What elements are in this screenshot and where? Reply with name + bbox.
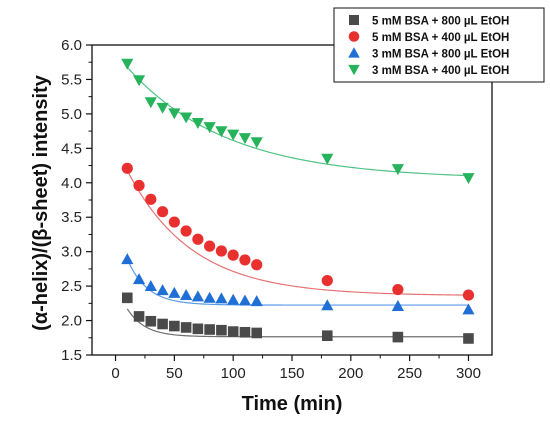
y-tick-label: 3.0 bbox=[61, 244, 82, 261]
x-tick-label: 0 bbox=[111, 365, 119, 382]
data-point bbox=[156, 102, 169, 114]
data-point bbox=[251, 327, 263, 339]
y-tick-label: 5.0 bbox=[61, 106, 82, 123]
y-tick-label: 2.5 bbox=[61, 278, 82, 295]
data-point bbox=[227, 293, 240, 305]
data-point bbox=[192, 233, 204, 245]
data-point bbox=[204, 324, 215, 335]
data-point bbox=[250, 137, 263, 149]
legend-box bbox=[333, 7, 545, 83]
data-point bbox=[238, 294, 252, 306]
legend-label: 5 mM BSA + 400 µL EtOH bbox=[372, 32, 509, 44]
x-tick-label: 100 bbox=[221, 365, 246, 382]
fit-curve-4 bbox=[126, 66, 469, 177]
data-point bbox=[168, 286, 181, 298]
data-point bbox=[144, 280, 157, 291]
data-point bbox=[157, 318, 168, 330]
data-point bbox=[215, 292, 228, 304]
data-point bbox=[180, 112, 193, 124]
x-tick-label: 200 bbox=[338, 365, 363, 382]
data-point bbox=[250, 295, 263, 307]
x-tick-label: 300 bbox=[456, 365, 481, 382]
data-point bbox=[180, 322, 192, 333]
data-point bbox=[203, 291, 216, 303]
data-point bbox=[121, 253, 134, 265]
data-point bbox=[180, 225, 192, 237]
legend-marker bbox=[348, 47, 360, 58]
y-tick-label: 3.5 bbox=[61, 209, 82, 226]
data-point bbox=[121, 292, 133, 304]
data-point bbox=[462, 289, 475, 301]
legend-marker bbox=[348, 31, 360, 42]
x-axis-title: Time (min) bbox=[242, 393, 343, 415]
data-point bbox=[391, 164, 404, 176]
data-point bbox=[145, 193, 157, 205]
data-point bbox=[216, 324, 227, 336]
data-point bbox=[251, 259, 263, 271]
legend: 5 mM BSA + 800 µL EtOH 5 mM BSA + 400 µL … bbox=[333, 7, 545, 83]
data-point bbox=[215, 126, 228, 138]
data-point bbox=[321, 275, 333, 287]
data-point bbox=[463, 333, 474, 344]
data-point bbox=[133, 179, 145, 192]
x-tick-label: 50 bbox=[166, 365, 183, 382]
data-point bbox=[168, 108, 181, 120]
data-point bbox=[392, 283, 404, 296]
data-point bbox=[169, 320, 180, 332]
data-point bbox=[204, 240, 216, 252]
data-point bbox=[145, 315, 157, 327]
fit-curve-3 bbox=[126, 258, 469, 306]
axes: 0 50 100 150 200 250 300 1.5 2.0 2.5 3.0 3.5 4.0 4.5 5… bbox=[61, 37, 493, 382]
data-point bbox=[392, 331, 404, 343]
data-point bbox=[227, 326, 239, 337]
x-tick-label: 150 bbox=[279, 365, 304, 382]
y-tick-label: 5.5 bbox=[61, 71, 82, 88]
legend-label: 5 mM BSA + 800 µL EtOH bbox=[372, 16, 509, 28]
data-point bbox=[156, 284, 169, 296]
data-point bbox=[132, 75, 146, 87]
y-tick-label: 4.0 bbox=[61, 175, 82, 192]
data-point bbox=[391, 299, 404, 311]
data-point bbox=[168, 216, 180, 228]
fit-curve-2 bbox=[126, 170, 469, 296]
data-point bbox=[191, 117, 204, 129]
legend-label: 3 mM BSA + 400 µL EtOH bbox=[372, 65, 509, 77]
data-point bbox=[215, 245, 228, 257]
data-point bbox=[239, 326, 251, 338]
legend-label: 3 mM BSA + 800 µL EtOH bbox=[372, 49, 509, 61]
data-point bbox=[321, 330, 333, 342]
y-tick-label: 4.5 bbox=[61, 140, 82, 157]
y-tick-label: 1.5 bbox=[61, 347, 82, 364]
data-point bbox=[121, 162, 133, 174]
data-point bbox=[191, 290, 204, 302]
data-point bbox=[203, 122, 216, 134]
data-point bbox=[144, 97, 157, 109]
data-point bbox=[227, 129, 240, 141]
data-point bbox=[227, 249, 239, 261]
data-point bbox=[238, 133, 252, 145]
data-point bbox=[132, 273, 146, 285]
data-point bbox=[121, 58, 134, 70]
x-tick-label: 250 bbox=[397, 365, 422, 382]
data-point bbox=[462, 173, 475, 185]
data-point bbox=[321, 299, 334, 311]
fit-curve-1 bbox=[126, 308, 469, 338]
data-point bbox=[192, 323, 204, 335]
data-point bbox=[321, 153, 334, 165]
data-markers bbox=[121, 58, 475, 344]
data-point bbox=[239, 254, 251, 266]
data-point bbox=[156, 206, 169, 218]
data-point bbox=[180, 288, 193, 300]
y-tick-label: 2.0 bbox=[61, 313, 82, 330]
data-point bbox=[462, 303, 475, 315]
legend-marker bbox=[348, 64, 360, 76]
y-axis-title: (α-helix)/(β-sheet) intensity bbox=[30, 74, 52, 331]
legend-marker bbox=[349, 15, 359, 25]
data-point bbox=[133, 311, 145, 322]
y-tick-label: 6.0 bbox=[61, 37, 82, 54]
